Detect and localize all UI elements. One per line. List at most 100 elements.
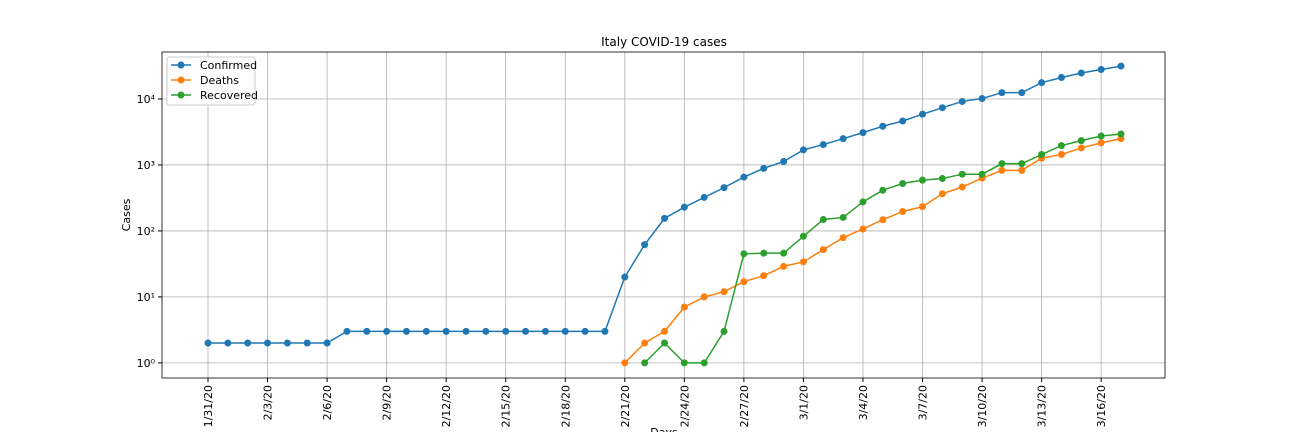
data-point (502, 327, 510, 335)
data-point (641, 241, 649, 249)
data-point (323, 339, 331, 347)
x-tick-label: 2/27/20 (738, 385, 751, 427)
data-point (780, 157, 788, 165)
data-point (264, 339, 272, 347)
data-point (839, 213, 847, 221)
data-point (204, 339, 212, 347)
series-line (624, 137, 1122, 364)
x-tick-label: 3/13/20 (1036, 385, 1049, 427)
data-point (799, 232, 807, 240)
data-point (799, 258, 807, 266)
y-axis-label: Cases (120, 198, 133, 231)
y-tick-label: 10¹ (137, 291, 155, 304)
data-point (899, 207, 907, 215)
data-point (363, 327, 371, 335)
data-point (958, 97, 966, 105)
x-tick-label: 2/6/20 (321, 385, 334, 420)
data-point (224, 339, 232, 347)
data-point (1097, 139, 1105, 147)
data-point (819, 141, 827, 149)
data-point (720, 327, 728, 335)
data-point (819, 215, 827, 223)
data-point (780, 262, 788, 270)
data-point (998, 89, 1006, 97)
data-point (1097, 65, 1105, 73)
data-point (1018, 89, 1026, 97)
legend-marker (177, 91, 185, 99)
data-point (680, 303, 688, 311)
data-point (958, 183, 966, 191)
data-point (839, 234, 847, 242)
data-point (899, 180, 907, 188)
data-point (998, 166, 1006, 174)
data-point (919, 203, 927, 211)
y-tick-label: 10² (137, 225, 155, 238)
x-tick-label: 2/9/20 (381, 385, 394, 420)
data-point (938, 104, 946, 112)
data-point (581, 327, 589, 335)
data-point (1038, 79, 1046, 87)
data-point (680, 203, 688, 211)
data-point (740, 173, 748, 181)
data-point (680, 359, 688, 367)
data-point (1018, 166, 1026, 174)
data-point (661, 327, 668, 335)
plot-frame (161, 51, 1166, 379)
data-point (1117, 130, 1125, 138)
legend-box (166, 56, 256, 106)
data-point (720, 184, 728, 192)
y-tick-label: 10³ (137, 159, 155, 172)
data-point (442, 327, 450, 335)
data-point (978, 95, 986, 103)
legend-label: Confirmed (200, 59, 257, 72)
data-point (601, 327, 609, 335)
data-point (343, 327, 351, 335)
data-point (283, 339, 291, 347)
data-point (422, 327, 430, 335)
x-tick-label: 3/10/20 (976, 385, 989, 427)
data-point (938, 190, 946, 198)
data-point (641, 359, 649, 367)
data-point (1077, 144, 1085, 152)
data-point (780, 249, 788, 257)
data-point (1077, 69, 1085, 77)
data-point (998, 160, 1006, 168)
data-point (700, 359, 708, 367)
x-tick-label: 3/4/20 (857, 385, 870, 420)
data-point (700, 293, 708, 301)
data-point (541, 327, 549, 335)
data-point (859, 198, 867, 206)
legend-marker (177, 76, 185, 84)
data-point (919, 176, 927, 184)
data-point (720, 288, 728, 296)
data-point (740, 278, 748, 286)
data-point (1057, 142, 1065, 150)
grid (162, 52, 1165, 378)
data-point (879, 122, 887, 130)
x-tick-label: 3/16/20 (1095, 385, 1108, 427)
x-tick-label: 2/24/20 (678, 385, 691, 427)
data-point (244, 339, 252, 347)
data-point (661, 214, 668, 222)
legend-label: Deaths (200, 74, 239, 87)
data-point (1077, 137, 1085, 145)
data-point (621, 359, 629, 367)
data-point (919, 110, 927, 118)
chart-title: Italy COVID-19 cases (601, 35, 727, 49)
data-point (1038, 151, 1046, 159)
data-point (402, 327, 410, 335)
x-tick-label: 3/7/20 (917, 385, 930, 420)
data-point (1057, 150, 1065, 158)
data-point (700, 193, 708, 201)
data-point (839, 135, 847, 143)
data-point (303, 339, 311, 347)
legend-marker (177, 61, 185, 69)
series-line (208, 65, 1122, 344)
x-tick-label: 2/21/20 (619, 385, 632, 427)
x-axis-label: Days (650, 426, 678, 432)
data-point (641, 339, 649, 347)
y-tick-label: 10⁴ (137, 93, 156, 106)
data-point (522, 327, 530, 335)
data-point (879, 216, 887, 224)
